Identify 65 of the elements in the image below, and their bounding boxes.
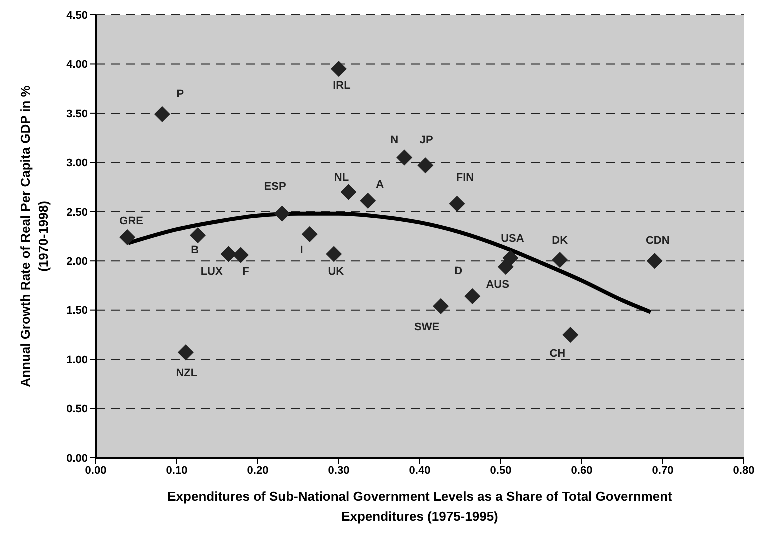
data-label: NL [334,172,350,184]
x-tick-label: 0.70 [652,464,674,477]
point [562,326,579,343]
y-axis-title: Annual Growth Rate of Real Per Capita GDP in % (1970-1998) [18,85,51,388]
data-label: P [176,88,184,100]
point [464,288,481,305]
data-label: USA [501,233,524,246]
point [418,158,434,174]
y-tick-label: 3.00 [66,158,88,170]
point [552,252,568,268]
data-label: A [376,178,384,191]
data-label: F [242,266,250,278]
point [433,298,450,314]
point [646,253,663,270]
point [340,184,357,200]
data-label: CDN [646,235,670,248]
y-tick-label: 0.00 [66,452,88,465]
point [274,206,290,222]
data-label: ESP [264,180,286,193]
data-label: SWE [414,321,440,334]
x-tick-label: 0.10 [166,464,188,477]
point [498,259,514,276]
data-label: AUS [486,278,510,291]
point [360,193,376,210]
x-axis-title: Expenditures of Sub-National Government Levels as a Share of Total Government Expenditures (1975-1995) [168,489,674,524]
x-tick-label: 0.50 [490,464,512,477]
data-label: NZL [176,368,198,380]
data-label: UK [328,266,344,278]
y-tick-label: 3.50 [66,108,88,120]
x-tick-label: 0.40 [409,464,431,477]
data-label: DK [552,235,568,248]
x-tick-label: 0.30 [328,464,350,477]
data-label: JP [420,134,434,147]
point [154,106,170,122]
point [120,229,136,246]
data-label: D [454,265,463,278]
point [326,246,342,262]
point [502,250,519,266]
data-label: FIN [456,172,474,184]
y-tick-label: 4.50 [66,10,88,22]
x-tick-label: 0.60 [571,464,593,477]
point [190,228,206,244]
data-label: N [390,134,399,147]
data-label: I [300,244,304,256]
y-tick-label: 0.50 [66,404,88,416]
point [178,344,194,361]
point [220,246,237,262]
data-label: B [191,244,200,256]
y-tick-label: 2.50 [66,206,88,219]
point [232,247,249,264]
x-tick-label: 0.80 [733,464,755,477]
point [396,150,413,166]
y-tick-label: 1.50 [66,305,88,318]
y-tick-label: 4.00 [66,59,88,72]
y-tick-label: 1.00 [66,354,88,366]
point [302,226,318,243]
x-tick-label: 0.00 [85,464,107,477]
data-label: IRL [333,80,352,92]
data-label: LUX [200,266,224,278]
point [449,196,466,212]
y-tick-label: 2.00 [66,256,88,268]
data-label: CH [550,348,566,360]
data-label: GRE [120,215,144,228]
x-tick-label: 0.20 [247,464,269,477]
point [331,61,347,78]
